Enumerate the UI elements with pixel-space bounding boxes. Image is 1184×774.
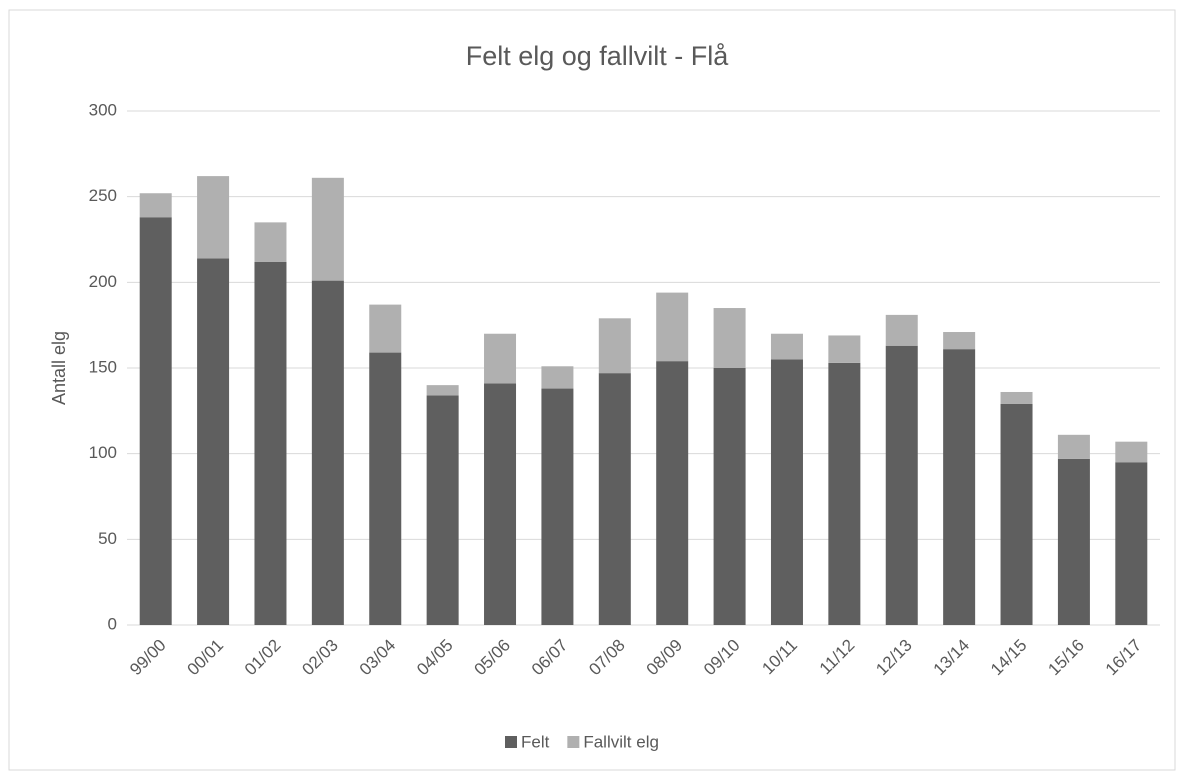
bar-segment bbox=[1000, 391, 1033, 404]
bar-segment bbox=[1000, 403, 1033, 625]
bar-segment bbox=[254, 261, 287, 625]
legend-swatch bbox=[505, 736, 517, 748]
bar-segment bbox=[311, 177, 344, 281]
bar-segment bbox=[943, 332, 976, 350]
bar-segment bbox=[656, 361, 689, 625]
bar-segment bbox=[1057, 434, 1090, 459]
bar-segment bbox=[828, 335, 861, 363]
y-tick-label: 150 bbox=[89, 357, 117, 376]
bar-segment bbox=[139, 217, 172, 625]
bar-segment bbox=[426, 385, 459, 396]
bar-segment bbox=[1115, 462, 1148, 625]
bar-segment bbox=[598, 318, 631, 374]
bar-segment bbox=[369, 352, 402, 625]
bar-segment bbox=[311, 280, 344, 625]
y-tick-label: 50 bbox=[98, 529, 117, 548]
bar-segment bbox=[369, 304, 402, 353]
y-axis-label: Antall elg bbox=[49, 331, 69, 405]
bar-segment bbox=[541, 366, 574, 389]
chart-title: Felt elg og fallvilt - Flå bbox=[466, 41, 730, 71]
bar-segment bbox=[770, 333, 803, 360]
bar-segment bbox=[713, 308, 746, 368]
bar-segment bbox=[943, 349, 976, 625]
bar-segment bbox=[713, 368, 746, 625]
bar-segment bbox=[484, 333, 517, 384]
y-tick-label: 100 bbox=[89, 443, 117, 462]
bar-segment bbox=[770, 359, 803, 625]
y-tick-label: 300 bbox=[89, 100, 117, 119]
y-tick-label: 200 bbox=[89, 272, 117, 291]
y-tick-label: 0 bbox=[108, 614, 117, 633]
legend-label: Felt bbox=[521, 732, 550, 751]
bar-segment bbox=[656, 292, 689, 362]
bar-segment bbox=[197, 176, 230, 259]
bar-segment bbox=[885, 314, 918, 346]
bar-segment bbox=[484, 383, 517, 625]
legend-swatch bbox=[567, 736, 580, 748]
bar-segment bbox=[254, 222, 287, 262]
bar-segment bbox=[541, 388, 574, 625]
bar-segment bbox=[885, 345, 918, 625]
y-tick-label: 250 bbox=[89, 186, 117, 205]
bar-segment bbox=[598, 373, 631, 625]
bar-segment bbox=[426, 395, 459, 625]
bar-segment bbox=[1057, 458, 1090, 625]
legend-label: Fallvilt elg bbox=[583, 732, 659, 751]
bar-segment bbox=[828, 362, 861, 625]
bar-segment bbox=[139, 193, 172, 218]
bar-segment bbox=[1115, 441, 1148, 463]
bar-segment bbox=[197, 258, 230, 625]
